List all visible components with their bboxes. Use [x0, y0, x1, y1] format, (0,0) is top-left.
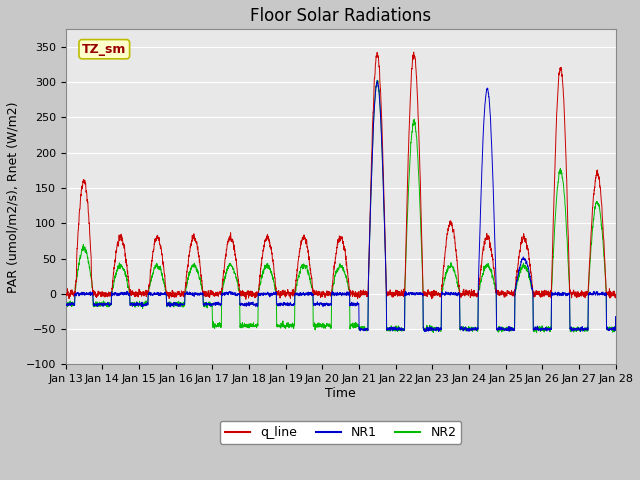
q_line [392, 292, 399, 298]
Y-axis label: PAR (umol/m2/s), Rnet (W/m2): PAR (umol/m2/s), Rnet (W/m2) [7, 101, 20, 293]
NR2 [472, 325, 480, 331]
Line: NR2: NR2 [65, 80, 616, 333]
q_line [514, 261, 522, 267]
Title: Floor Solar Radiations: Floor Solar Radiations [250, 7, 431, 25]
Legend: q_line, NR1, NR2: q_line, NR1, NR2 [220, 421, 461, 444]
NR2 [374, 77, 381, 83]
NR1 [162, 291, 170, 297]
NR1 [612, 314, 620, 320]
q_line [272, 285, 280, 290]
NR2 [392, 325, 399, 331]
NR1 [272, 289, 280, 295]
NR1 [435, 329, 442, 335]
NR2 [514, 278, 522, 284]
NR2 [532, 330, 540, 336]
q_line [612, 291, 620, 297]
NR1 [373, 78, 381, 84]
NR1 [61, 297, 69, 303]
q_line [472, 292, 480, 298]
NR2 [162, 287, 170, 293]
q_line [410, 49, 418, 55]
X-axis label: Time: Time [325, 387, 356, 400]
NR1 [420, 325, 428, 331]
q_line [162, 285, 170, 290]
q_line [61, 291, 69, 297]
NR1 [392, 326, 399, 332]
Line: q_line: q_line [65, 52, 616, 299]
NR1 [472, 327, 480, 333]
Line: NR1: NR1 [65, 81, 616, 332]
NR2 [61, 299, 69, 305]
NR2 [420, 326, 428, 332]
q_line [420, 291, 428, 297]
NR1 [514, 273, 522, 278]
NR2 [272, 286, 280, 292]
q_line [242, 296, 250, 302]
Text: TZ_sm: TZ_sm [82, 43, 127, 56]
NR2 [612, 314, 620, 320]
